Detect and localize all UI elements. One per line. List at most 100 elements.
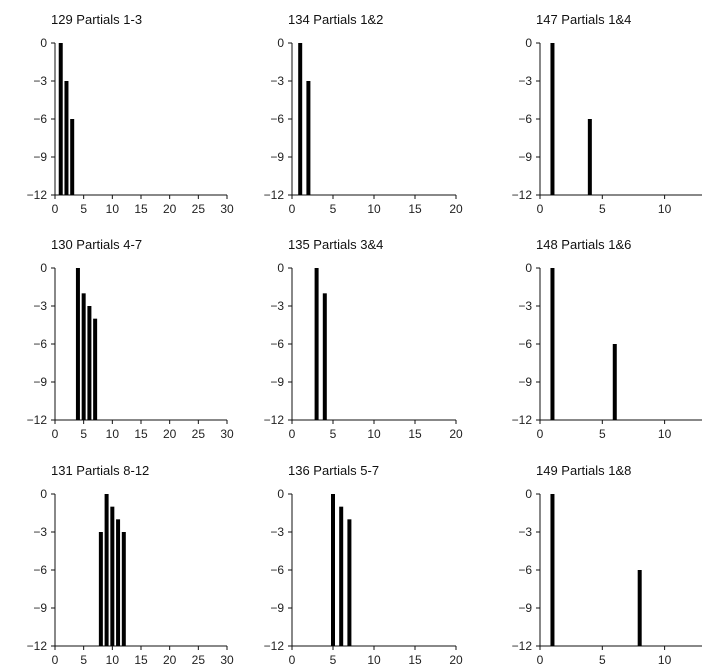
y-tick-label: −12	[264, 639, 285, 653]
y-tick-label: −6	[518, 112, 532, 126]
y-tick-label: 0	[277, 36, 284, 50]
x-tick-label: 0	[289, 427, 296, 441]
x-tick-label: 5	[330, 202, 337, 216]
y-tick-label: −9	[33, 601, 47, 615]
bar	[58, 43, 63, 195]
x-tick-label: 30	[220, 427, 234, 441]
y-tick-label: −6	[270, 337, 284, 351]
panel-title: 135 Partials 3&4	[288, 237, 384, 252]
bar	[347, 519, 352, 646]
x-tick-label: 5	[599, 202, 606, 216]
x-tick-label: 15	[134, 202, 148, 216]
x-tick-label: 5	[330, 653, 337, 667]
bar	[75, 268, 80, 420]
panel-title: 129 Partials 1-3	[51, 12, 143, 27]
x-tick-label: 10	[367, 653, 381, 667]
y-tick-label: −3	[270, 525, 284, 539]
y-tick-label: −6	[518, 337, 532, 351]
y-tick-label: −9	[270, 150, 284, 164]
x-tick-label: 10	[106, 202, 120, 216]
y-tick-label: −6	[33, 112, 47, 126]
x-tick-label: 0	[537, 653, 544, 667]
x-tick-label: 15	[408, 653, 422, 667]
x-tick-label: 0	[537, 202, 544, 216]
x-tick-label: 20	[163, 202, 177, 216]
x-tick-label: 20	[163, 427, 177, 441]
x-tick-label: 10	[106, 427, 120, 441]
y-tick-label: −3	[518, 299, 532, 313]
x-tick-label: 25	[192, 202, 206, 216]
y-tick-label: −12	[512, 639, 533, 653]
y-tick-label: −9	[518, 150, 532, 164]
bar	[339, 506, 344, 646]
x-tick-label: 30	[220, 202, 234, 216]
x-tick-label: 15	[134, 427, 148, 441]
y-tick-label: 0	[277, 261, 284, 275]
x-tick-label: 20	[449, 202, 463, 216]
x-tick-label: 15	[408, 427, 422, 441]
y-tick-label: −12	[27, 413, 48, 427]
bar	[98, 532, 103, 646]
y-tick-label: −12	[27, 188, 48, 202]
x-tick-label: 20	[449, 653, 463, 667]
bar	[81, 293, 86, 420]
y-tick-label: −6	[33, 337, 47, 351]
bar	[637, 570, 642, 646]
x-tick-label: 10	[658, 653, 672, 667]
y-tick-label: −3	[33, 525, 47, 539]
panel-title: 131 Partials 8-12	[51, 463, 150, 478]
x-tick-label: 15	[134, 653, 148, 667]
y-tick-label: −12	[512, 413, 533, 427]
panel-title: 130 Partials 4-7	[51, 237, 143, 252]
panel-title: 147 Partials 1&4	[536, 12, 632, 27]
bar	[104, 494, 109, 646]
y-tick-label: −3	[518, 74, 532, 88]
y-tick-label: −12	[512, 188, 533, 202]
x-tick-label: 0	[289, 202, 296, 216]
bar	[550, 43, 555, 195]
y-tick-label: −6	[518, 563, 532, 577]
x-tick-label: 0	[52, 653, 59, 667]
x-tick-label: 10	[658, 427, 672, 441]
y-tick-label: −9	[33, 150, 47, 164]
panel-title: 134 Partials 1&2	[288, 12, 384, 27]
bar	[322, 293, 327, 420]
bar	[121, 532, 126, 646]
y-tick-label: −3	[270, 299, 284, 313]
bar	[70, 119, 75, 195]
y-tick-label: −9	[518, 375, 532, 389]
x-tick-label: 5	[80, 202, 87, 216]
bar	[331, 494, 335, 646]
y-tick-label: −3	[33, 299, 47, 313]
x-tick-label: 0	[52, 427, 59, 441]
y-tick-label: −9	[270, 375, 284, 389]
y-tick-label: 0	[525, 261, 532, 275]
x-tick-label: 15	[408, 202, 422, 216]
x-tick-label: 25	[192, 427, 206, 441]
panel-title: 149 Partials 1&8	[536, 463, 632, 478]
y-tick-label: 0	[525, 36, 532, 50]
bar	[64, 81, 69, 195]
x-tick-label: 10	[658, 202, 672, 216]
bar	[550, 494, 555, 646]
y-tick-label: 0	[40, 36, 47, 50]
x-tick-label: 5	[80, 427, 87, 441]
y-tick-label: 0	[40, 261, 47, 275]
bar	[612, 344, 617, 420]
bar	[298, 43, 303, 195]
bar	[93, 318, 98, 420]
bar	[587, 119, 592, 195]
y-tick-label: −6	[33, 563, 47, 577]
x-tick-label: 10	[367, 427, 381, 441]
x-tick-label: 0	[289, 653, 296, 667]
x-tick-label: 5	[599, 427, 606, 441]
x-tick-label: 20	[163, 653, 177, 667]
